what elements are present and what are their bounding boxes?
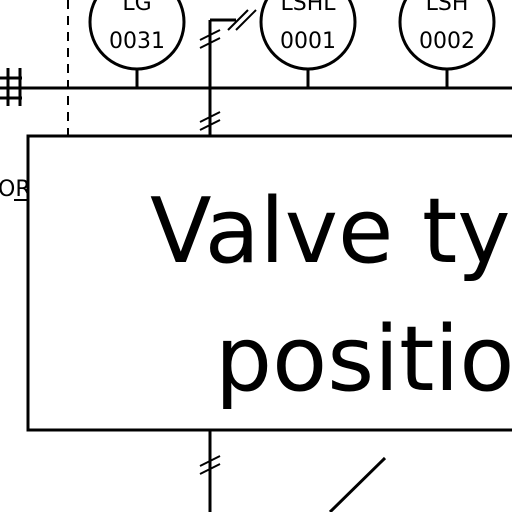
side-label: OR bbox=[0, 177, 31, 202]
box-text-line-1: Valve typ bbox=[150, 179, 512, 284]
signal-marks-mid bbox=[199, 111, 221, 131]
instrument-tag: LSHL bbox=[280, 0, 336, 16]
instrument-tag: LSH bbox=[426, 0, 469, 16]
instrument-bubble-lshl: LSHL 0001 bbox=[259, 0, 357, 71]
box-text-line-2: positio bbox=[215, 307, 512, 412]
valve-callout-box bbox=[26, 134, 512, 432]
instrument-number: 0002 bbox=[419, 29, 475, 54]
instrument-number: 0001 bbox=[280, 29, 336, 54]
instrument-tag: LG bbox=[122, 0, 151, 16]
instrument-bubble-lg: LG 0031 bbox=[88, 0, 186, 71]
signal-marks-lower bbox=[199, 455, 221, 475]
signal-marks-upper bbox=[199, 29, 221, 49]
signal-marks-top bbox=[227, 9, 257, 31]
instrument-bubble-lsh: LSH 0002 bbox=[398, 0, 496, 71]
line-tag-symbol bbox=[0, 68, 22, 106]
instrument-number: 0031 bbox=[109, 29, 165, 54]
diagonal-line bbox=[328, 456, 387, 512]
